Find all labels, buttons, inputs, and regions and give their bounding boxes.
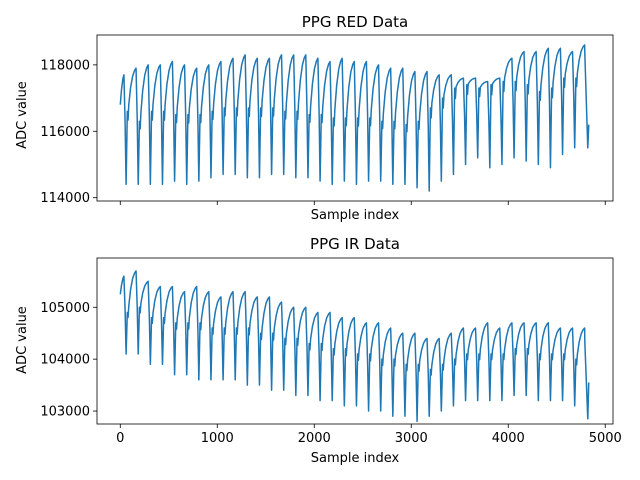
red-subplot: PPG RED Data 114000 116000 118000 Sample i… xyxy=(15,13,614,223)
ir-xtick-label: 5000 xyxy=(589,431,622,446)
ir-axis-ticks: 103000 104000 105000 0 1000 2000 3000 4000 5000 xyxy=(40,301,621,446)
red-plot-frame xyxy=(96,34,614,202)
red-axis-ticks: 114000 116000 118000 xyxy=(40,58,606,206)
ir-ytick-label: 105000 xyxy=(40,301,90,316)
ir-xtick-label: 1000 xyxy=(201,431,234,446)
ir-x-axis-label: Sample index xyxy=(311,451,400,466)
ir-xtick-label: 3000 xyxy=(395,431,428,446)
red-x-axis-label: Sample index xyxy=(311,208,400,223)
ir-ytick-label: 104000 xyxy=(40,353,90,368)
ir-xtick-label: 0 xyxy=(116,431,124,446)
ir-chart-title: PPG IR Data xyxy=(310,235,400,253)
red-ytick-label: 116000 xyxy=(40,125,90,140)
ir-plot-frame xyxy=(96,257,614,425)
ir-xtick-label: 4000 xyxy=(492,431,525,446)
ir-subplot: PPG IR Data 103000 104000 105000 0 1000 2000 3… xyxy=(15,235,622,466)
ir-series-line xyxy=(119,270,590,423)
red-ytick-label: 118000 xyxy=(40,58,90,73)
red-chart-title: PPG RED Data xyxy=(302,13,409,31)
red-ytick-label: 114000 xyxy=(40,191,90,206)
ir-xtick-label: 2000 xyxy=(298,431,331,446)
ir-ytick-label: 103000 xyxy=(40,405,90,420)
ir-y-axis-label: ADC value xyxy=(15,306,30,374)
red-series-line xyxy=(119,44,590,192)
red-y-axis-label: ADC value xyxy=(15,81,30,149)
